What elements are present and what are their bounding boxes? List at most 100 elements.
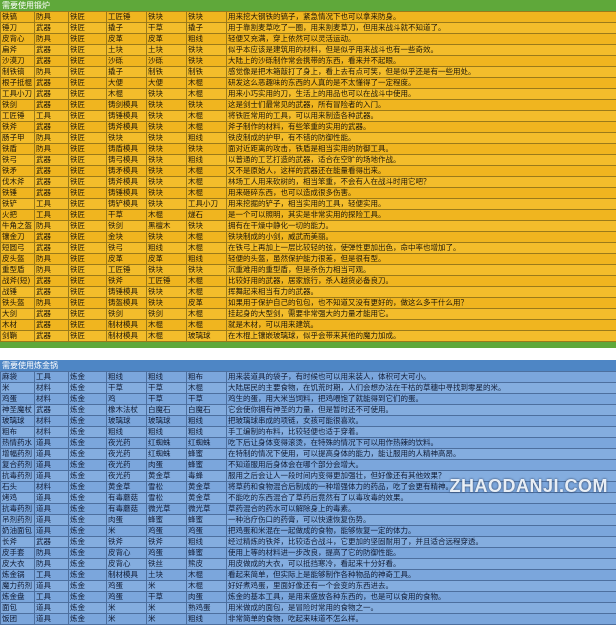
description-cell[interactable]: 好好煮鸡蛋，里面好像还有一个会变的东西进去。 — [227, 581, 616, 592]
material-2-cell[interactable]: 铁丝 — [147, 559, 187, 570]
description-cell[interactable]: 斧子制作的材料，有些笨重的实用的武器。 — [227, 122, 616, 133]
material-3-cell[interactable]: 铁块 — [187, 221, 227, 232]
material-1-cell[interactable]: 鸡蛋 — [107, 581, 147, 592]
station-cell[interactable]: 铁匠 — [69, 155, 107, 166]
material-3-cell[interactable]: 蜂蜜 — [187, 449, 227, 460]
item-name-cell[interactable]: 增幅药剂 — [1, 449, 35, 460]
description-cell[interactable]: 感觉像是把木箱敲打了身上，看上去有点可笑，但是似乎还是有一些用处。 — [227, 67, 616, 78]
material-1-cell[interactable]: 工匠锤 — [107, 265, 147, 276]
description-cell[interactable]: 大陆上的沙砾制作常会携带的东西，看来并不起眼。 — [227, 56, 616, 67]
item-name-cell[interactable]: 热情药水 — [1, 438, 35, 449]
material-1-cell[interactable]: 有毒蘑菇 — [107, 493, 147, 504]
item-type-cell[interactable]: 武器 — [35, 188, 69, 199]
material-1-cell[interactable]: 铸锤模具 — [107, 111, 147, 122]
station-cell[interactable]: 炼金 — [69, 548, 107, 559]
material-1-cell[interactable]: 铸锤模具 — [107, 287, 147, 298]
item-type-cell[interactable]: 防具 — [35, 144, 69, 155]
material-3-cell[interactable]: 铁块 — [187, 265, 227, 276]
station-cell[interactable]: 铁匠 — [69, 34, 107, 45]
material-2-cell[interactable]: 木棍 — [147, 331, 187, 342]
material-1-cell[interactable]: 铸斧模具 — [107, 122, 147, 133]
material-1-cell[interactable]: 米 — [107, 526, 147, 537]
item-type-cell[interactable]: 武器 — [35, 320, 69, 331]
station-cell[interactable]: 铁匠 — [69, 210, 107, 221]
station-cell[interactable]: 铁匠 — [69, 67, 107, 78]
material-3-cell[interactable]: 燧石 — [187, 210, 227, 221]
station-cell[interactable]: 铁匠 — [69, 232, 107, 243]
description-cell[interactable]: 轻便的头盔，虽然保护能力很差，但是很有型。 — [227, 254, 616, 265]
description-cell[interactable]: 非常简单的食物，吃起来味道不怎么样。 — [227, 614, 616, 625]
description-cell[interactable]: 草药混合的药水可以解除身上的毒素。 — [227, 504, 616, 515]
item-name-cell[interactable]: 铁盾 — [1, 144, 35, 155]
material-2-cell[interactable]: 制铁 — [147, 67, 187, 78]
item-name-cell[interactable]: 饭团 — [1, 614, 35, 625]
description-cell[interactable]: 用来挖掘的铲子，相当实用的工具，轻便实用。 — [227, 199, 616, 210]
item-type-cell[interactable]: 工具 — [35, 592, 69, 603]
material-2-cell[interactable]: 鸡蛋 — [147, 548, 187, 559]
item-type-cell[interactable]: 武器 — [35, 155, 69, 166]
material-1-cell[interactable]: 土块 — [107, 45, 147, 56]
station-cell[interactable]: 铁匠 — [69, 320, 107, 331]
item-type-cell[interactable]: 防具 — [35, 34, 69, 45]
item-name-cell[interactable]: 铁斧 — [1, 122, 35, 133]
description-cell[interactable]: 手工编制的布料，比较轻便也适于穿着。 — [227, 427, 616, 438]
station-cell[interactable]: 炼金 — [69, 438, 107, 449]
material-2-cell[interactable]: 沙砾 — [147, 56, 187, 67]
station-cell[interactable]: 铁匠 — [69, 100, 107, 111]
description-cell[interactable]: 经过精炼的铁斧，比较适合战斗，它更加的坚固耐用了，并且适合远程穿透。 — [227, 537, 616, 548]
item-name-cell[interactable]: 铁锤 — [1, 188, 35, 199]
material-3-cell[interactable]: 铁块 — [187, 56, 227, 67]
material-3-cell[interactable]: 粗线 — [187, 155, 227, 166]
item-type-cell[interactable]: 防具 — [35, 298, 69, 309]
material-1-cell[interactable]: 撬子 — [107, 67, 147, 78]
item-type-cell[interactable]: 防具 — [35, 559, 69, 570]
material-2-cell[interactable]: 干草 — [147, 592, 187, 603]
description-cell[interactable]: 轻便又充满，穿上依然可以灵活运动。 — [227, 34, 616, 45]
description-cell[interactable]: 用米做成的面包，是冒险时常用的食物之一。 — [227, 603, 616, 614]
material-1-cell[interactable]: 皮背心 — [107, 559, 147, 570]
station-cell[interactable]: 炼金 — [69, 416, 107, 427]
item-name-cell[interactable]: 米 — [1, 383, 35, 394]
material-1-cell[interactable]: 粗线 — [107, 372, 147, 383]
station-cell[interactable]: 炼金 — [69, 493, 107, 504]
item-name-cell[interactable]: 工具小刀 — [1, 89, 35, 100]
material-1-cell[interactable]: 玻璃球 — [107, 416, 147, 427]
station-cell[interactable]: 炼金 — [69, 460, 107, 471]
material-2-cell[interactable]: 红蜘蛛 — [147, 449, 187, 460]
station-cell[interactable]: 炼金 — [69, 614, 107, 625]
material-3-cell[interactable]: 木棍 — [187, 111, 227, 122]
item-name-cell[interactable]: 根子抵棍 — [1, 78, 35, 89]
material-1-cell[interactable]: 金块 — [107, 232, 147, 243]
item-type-cell[interactable]: 道具 — [35, 449, 69, 460]
material-1-cell[interactable]: 皮背心 — [107, 548, 147, 559]
station-cell[interactable]: 铁匠 — [69, 309, 107, 320]
item-type-cell[interactable]: 道具 — [35, 526, 69, 537]
material-2-cell[interactable]: 工匠锤 — [147, 276, 187, 287]
station-cell[interactable]: 铁匠 — [69, 276, 107, 287]
item-type-cell[interactable]: 道具 — [35, 614, 69, 625]
material-1-cell[interactable]: 制材模具 — [107, 331, 147, 342]
material-3-cell[interactable]: 制铁 — [187, 67, 227, 78]
material-3-cell[interactable]: 粗线 — [187, 416, 227, 427]
material-2-cell[interactable]: 铁块 — [147, 144, 187, 155]
material-2-cell[interactable]: 土块 — [147, 570, 187, 581]
material-2-cell[interactable]: 铁块 — [147, 166, 187, 177]
material-1-cell[interactable]: 肉蛋 — [107, 515, 147, 526]
material-2-cell[interactable]: 铁块 — [147, 177, 187, 188]
item-name-cell[interactable]: 镶金刀 — [1, 232, 35, 243]
material-3-cell[interactable]: 熟鸡蛋 — [187, 603, 227, 614]
description-cell[interactable]: 把鸡蛋和米混在一起做成的食物，能够恢复一定的体力。 — [227, 526, 616, 537]
material-2-cell[interactable]: 铁块 — [147, 199, 187, 210]
description-cell[interactable]: 这是剑士们最常见的武器，所有冒险者的入门。 — [227, 100, 616, 111]
material-3-cell[interactable]: 皮革 — [187, 298, 227, 309]
item-name-cell[interactable]: 抗毒药剂 — [1, 504, 35, 515]
item-name-cell[interactable]: 重型盾 — [1, 265, 35, 276]
item-name-cell[interactable]: 皮头盔 — [1, 254, 35, 265]
material-1-cell[interactable]: 大便 — [107, 78, 147, 89]
item-name-cell[interactable]: 剑鞘 — [1, 331, 35, 342]
material-3-cell[interactable]: 木棍 — [187, 570, 227, 581]
material-3-cell[interactable]: 粗线 — [187, 537, 227, 548]
material-3-cell[interactable]: 木棍 — [187, 383, 227, 394]
item-name-cell[interactable]: 皮手套 — [1, 548, 35, 559]
material-1-cell[interactable]: 铸锤模具 — [107, 188, 147, 199]
